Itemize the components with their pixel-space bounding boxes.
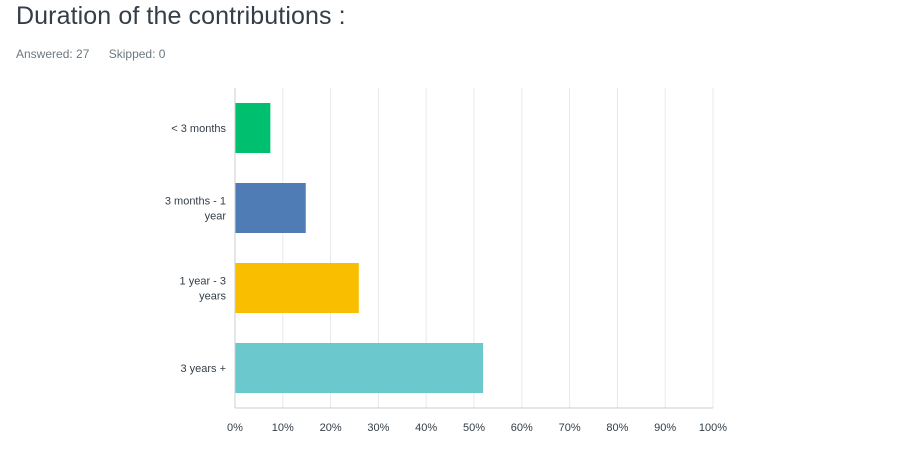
x-tick-label: 50% xyxy=(463,422,485,434)
bars xyxy=(235,103,484,393)
skipped-count: Skipped: 0 xyxy=(108,47,166,61)
x-tick-label: 10% xyxy=(272,422,294,434)
tick-labels: 0% 10% 20% 30% 40% 50% 60% 70% 80% 90% 100% xyxy=(227,422,727,434)
bar[interactable] xyxy=(235,343,484,393)
x-tick-label: 20% xyxy=(320,422,342,434)
axes xyxy=(234,88,713,409)
bar[interactable] xyxy=(235,263,359,313)
category-label: 3 months - 1 year xyxy=(165,196,226,223)
x-tick-label: 100% xyxy=(699,422,727,434)
bar[interactable] xyxy=(235,103,271,153)
category-label: 1 year - 3 years xyxy=(180,276,227,303)
x-tick-label: 90% xyxy=(654,422,676,434)
x-tick-label: 80% xyxy=(606,422,628,434)
category-labels: < 3 months 3 months - 1 year 1 year - 3 year… xyxy=(165,123,227,375)
x-tick-label: 30% xyxy=(367,422,389,434)
x-tick-label: 0% xyxy=(227,422,243,434)
category-label: 3 years + xyxy=(180,363,226,375)
x-tick-label: 40% xyxy=(415,422,437,434)
question-title: Duration of the contributions : xyxy=(16,2,346,30)
answered-count: Answered: 27 xyxy=(16,47,90,61)
response-stats: Answered: 27 Skipped: 0 xyxy=(16,47,165,61)
category-label: < 3 months xyxy=(171,123,226,135)
x-tick-label: 70% xyxy=(559,422,581,434)
bar[interactable] xyxy=(235,183,306,233)
x-tick-label: 60% xyxy=(511,422,533,434)
